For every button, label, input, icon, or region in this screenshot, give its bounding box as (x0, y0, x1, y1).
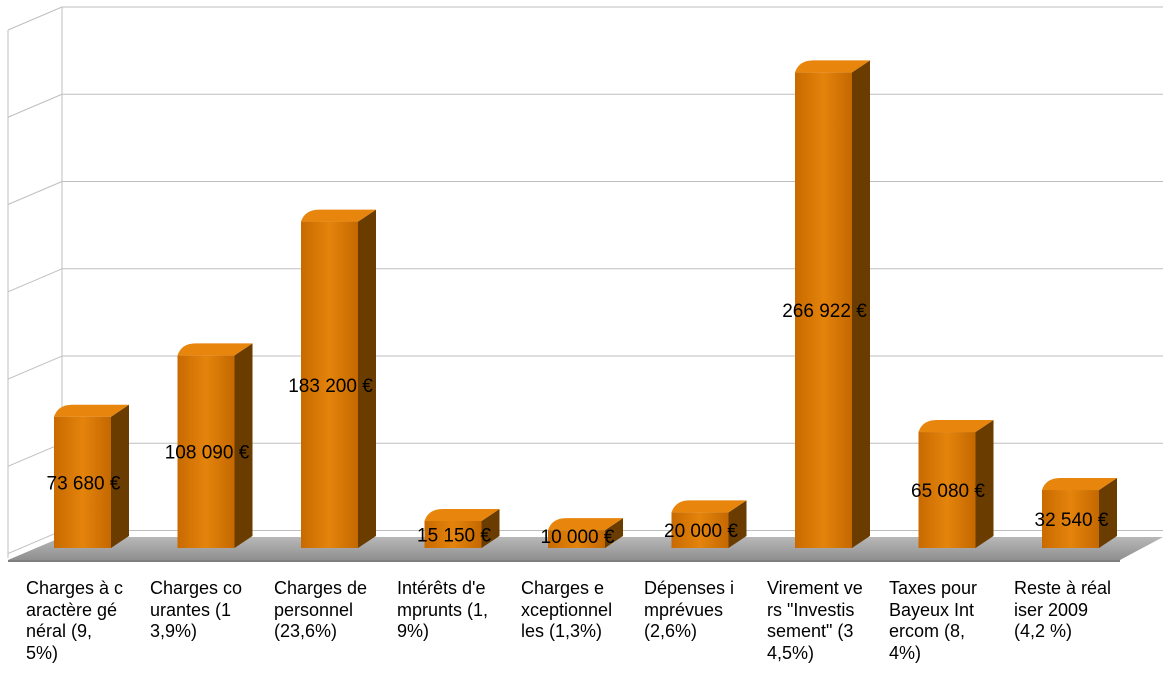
bar-8 (918, 420, 994, 548)
gridline-side (7, 93, 63, 118)
bar-front (177, 355, 235, 548)
bar-side (111, 404, 129, 548)
bar-side (728, 500, 747, 548)
category-label: Dépenses imprévues (2,6%) (644, 578, 735, 641)
bar-6 (671, 500, 747, 548)
bar-top (548, 518, 623, 531)
value-label: 20 000 € (664, 521, 738, 542)
bar-top (54, 404, 129, 417)
bar-3 (301, 209, 376, 548)
bar-side (852, 60, 870, 549)
gridline-side (7, 530, 63, 555)
bar-top (424, 509, 500, 522)
value-labels-group: 73 680 € 108 090 € 183 200 € 15 150 € 10 000… (47, 301, 1109, 548)
bar-front (1042, 490, 1099, 548)
gridline-side (7, 6, 63, 31)
bar-front (671, 512, 729, 548)
bar-front (54, 416, 111, 548)
bar-side (234, 343, 253, 548)
category-label: Reste à réaliser 2009 (4,2 %) (1014, 578, 1112, 641)
bar-top (795, 60, 870, 73)
gridline-side (7, 268, 63, 293)
bar-4 (424, 509, 500, 548)
bar-7 (795, 60, 870, 549)
bar-top (301, 209, 376, 222)
bar-front (301, 221, 358, 548)
category-label: Virement vers "Investissement" (34,5%) (767, 578, 863, 663)
gridline-side (7, 355, 63, 380)
bar-top (1042, 478, 1117, 491)
bar-side (605, 518, 623, 548)
value-label: 65 080 € (911, 481, 985, 502)
chart-floor (8, 537, 1163, 562)
bar-side (358, 209, 376, 548)
bar-9 (1042, 478, 1117, 548)
bar-front (424, 521, 482, 548)
category-label: Charges à caractère général (9,5%) (26, 578, 124, 663)
category-label: Charges courantes (13,9%) (150, 578, 243, 641)
bar-top (177, 343, 253, 356)
value-label: 73 680 € (47, 473, 121, 494)
bar-side (975, 420, 994, 548)
value-label: 32 540 € (1035, 510, 1109, 531)
gridline-side (7, 442, 63, 467)
bar-top (918, 420, 994, 433)
bar-front (795, 72, 852, 548)
value-label: 10 000 € (541, 527, 615, 548)
category-label: Charges de personnel (23,6%) (274, 578, 368, 641)
floor-edge (8, 560, 1120, 562)
value-label: 183 200 € (288, 376, 373, 397)
value-label: 15 150 € (417, 526, 491, 547)
bars-group (54, 60, 1117, 549)
value-label: 108 090 € (165, 443, 250, 464)
value-label: 266 922 € (782, 301, 867, 322)
bar-2 (177, 343, 253, 548)
bar-5 (548, 518, 623, 548)
bar-side (1099, 478, 1117, 548)
bar-side (481, 509, 500, 548)
category-label: Intérêts d'emprunts (1,9%) (397, 578, 489, 641)
category-label: Taxes pour Bayeux Intercom (8,4%) (889, 578, 978, 663)
bar-1 (54, 404, 129, 548)
floor-top (8, 537, 1163, 560)
bar-front (548, 530, 605, 548)
gridline-side (7, 181, 63, 205)
category-label: Charges exceptionnelles (1,3%) (521, 578, 613, 641)
bar-top (671, 500, 747, 513)
bar-front (918, 432, 976, 548)
